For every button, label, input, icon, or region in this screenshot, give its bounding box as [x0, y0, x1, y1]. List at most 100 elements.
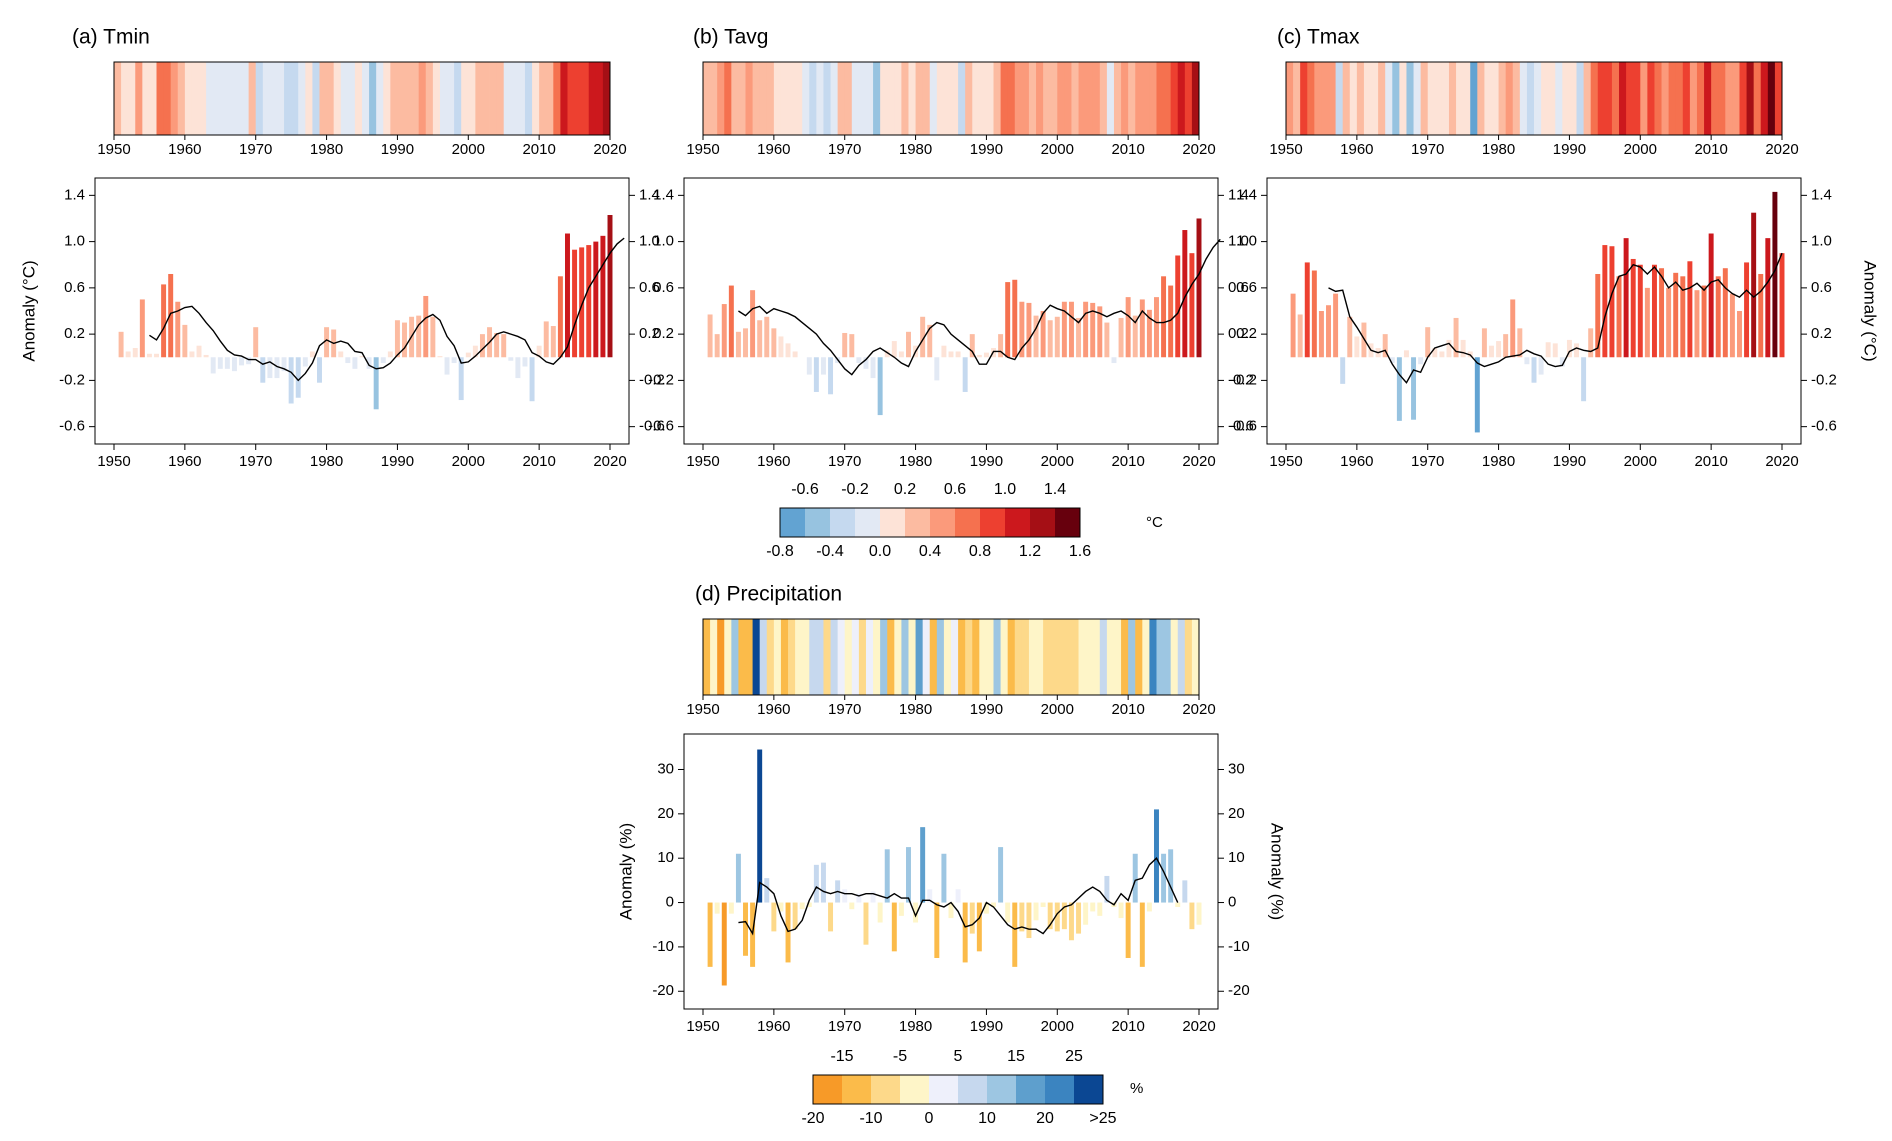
bar	[1326, 305, 1331, 358]
stripe-x-tick-label: 1970	[1411, 141, 1444, 158]
bar	[1146, 309, 1152, 358]
stripe	[1371, 62, 1379, 135]
stripe	[837, 62, 846, 135]
stripe	[1085, 619, 1094, 695]
stripe	[1099, 62, 1108, 135]
bar	[728, 285, 734, 358]
temp-colorbar-cell	[1030, 508, 1055, 537]
bar	[1779, 253, 1785, 358]
bar	[1175, 255, 1181, 358]
y-tick-label: -0.6	[639, 418, 665, 435]
stripe	[1043, 62, 1051, 135]
bar	[161, 284, 167, 358]
bar	[983, 352, 989, 358]
bar	[870, 357, 876, 379]
stripe	[503, 62, 512, 135]
stripe-x-tick-label: 1950	[97, 141, 130, 158]
stripe	[1356, 62, 1365, 135]
moving-average-line	[738, 238, 1221, 376]
stripe	[929, 619, 938, 695]
stripe	[745, 62, 753, 135]
bar	[430, 316, 436, 358]
stripe-x-tick-label: 1960	[1340, 141, 1373, 158]
bar	[465, 352, 471, 358]
temp-colorbar-tick-label: -0.8	[766, 543, 794, 560]
stripe	[1142, 619, 1150, 695]
bar	[898, 902, 904, 916]
bar	[125, 351, 131, 358]
bar	[707, 314, 713, 358]
y-tick-label: -0.2	[59, 371, 85, 388]
temp-colorbar-tick-label: 1.6	[1069, 543, 1091, 560]
stripe	[191, 62, 200, 135]
stripe	[602, 62, 611, 135]
x-tick-label: 2000	[1624, 453, 1657, 470]
bar	[1673, 272, 1679, 358]
stripe	[965, 62, 973, 135]
bar	[1083, 902, 1089, 925]
stripe	[1085, 62, 1094, 135]
stripe	[1099, 619, 1108, 695]
stripe	[738, 62, 746, 135]
bar	[1040, 902, 1046, 907]
stripe	[809, 62, 817, 135]
bar	[757, 749, 763, 903]
stripe	[560, 62, 568, 135]
bar	[586, 245, 592, 358]
bar	[799, 902, 805, 910]
stripe	[703, 62, 711, 135]
bar	[778, 336, 784, 358]
bar	[416, 315, 422, 358]
bar	[884, 849, 890, 903]
bar	[714, 902, 720, 914]
bar	[1680, 276, 1686, 358]
stripe	[135, 62, 143, 135]
bar	[1333, 293, 1339, 358]
bar	[572, 249, 578, 358]
y-tick-label: 1.4	[1228, 186, 1249, 203]
bar	[1012, 279, 1018, 358]
x-tick-label: 1960	[757, 1018, 790, 1035]
y-tick-label: 0.6	[1811, 279, 1832, 296]
bar	[1722, 268, 1728, 358]
stripe-x-tick-label: 2010	[1694, 141, 1727, 158]
y-tick-label: 20	[1228, 805, 1245, 822]
stripe-x-tick-label: 2020	[1765, 141, 1798, 158]
bar	[508, 357, 514, 361]
bar	[1026, 902, 1032, 939]
stripe	[1434, 62, 1443, 135]
prec-colorbar-tick-label: 15	[1007, 1048, 1025, 1065]
x-tick-label: 1980	[899, 453, 932, 470]
stripe	[1007, 619, 1016, 695]
stripe	[376, 62, 384, 135]
bar	[380, 357, 386, 364]
bar	[1139, 299, 1145, 358]
stripe-frame	[702, 618, 1200, 696]
temp-colorbar-frame	[779, 507, 1081, 538]
stripe	[524, 62, 533, 135]
stripe	[454, 62, 462, 135]
bar	[1125, 297, 1131, 358]
stripe-x-tick-label: 2000	[1041, 141, 1074, 158]
bar	[1503, 334, 1509, 358]
prec-colorbar-tick-label: -20	[801, 1110, 824, 1127]
x-tick-label: 1950	[1269, 453, 1302, 470]
prec-colorbar-cell	[929, 1075, 958, 1104]
stripe	[958, 619, 966, 695]
x-tick-label: 1970	[828, 453, 861, 470]
bar	[1460, 339, 1466, 358]
bar	[1474, 357, 1480, 433]
stripe	[1420, 62, 1429, 135]
stripe	[1682, 62, 1691, 135]
stripe	[731, 62, 739, 135]
bar	[260, 357, 266, 383]
bar	[1047, 320, 1053, 358]
bar	[515, 357, 521, 379]
bar	[1090, 902, 1096, 912]
y-tick-label: 0	[666, 894, 674, 911]
x-tick-label: 2020	[1765, 453, 1798, 470]
bar	[1068, 902, 1074, 941]
stripe	[1760, 62, 1769, 135]
bar	[877, 357, 883, 416]
bar	[707, 902, 713, 967]
